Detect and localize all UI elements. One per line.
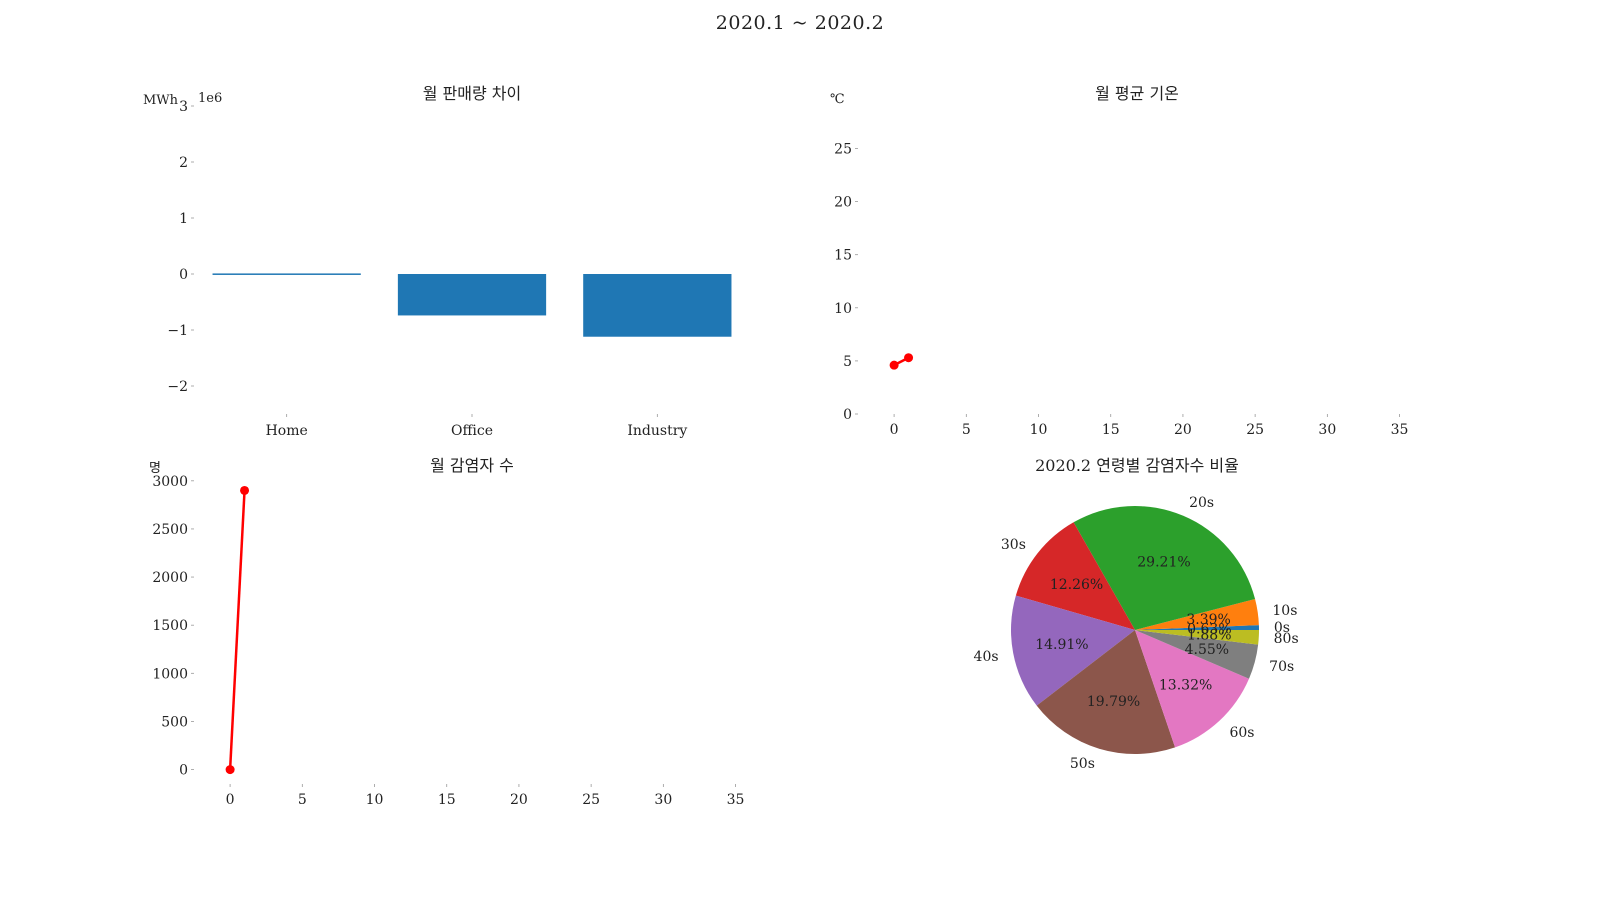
pie-slice-70s [1135,630,1259,679]
x-tick-label: 5 [962,422,971,438]
y-tick-label: 5 [843,354,852,370]
x-tick-label: 30 [1318,422,1336,438]
y-tick-label: 2500 [152,522,188,538]
pie-slice-20s [1073,505,1256,630]
y-tick-label: 10 [834,301,852,317]
y-tick-label: 2 [179,155,188,171]
pie-pct-20s: 29.21% [1137,554,1190,570]
pie-label-0s: 0s [1274,620,1290,636]
y-tick-label: 1 [179,211,188,227]
y-tick-label: 3000 [152,474,188,490]
pie-pct-50s: 19.79% [1087,694,1140,710]
pie-label-60s: 60s [1229,725,1254,741]
age-ratio-title: 2020.2 연령별 감염자수 비율 [1035,456,1239,475]
pie-label-10s: 10s [1272,603,1297,619]
temperature-data-point [889,360,899,370]
x-tick-label: 30 [654,792,672,808]
pie-slice-0s [1135,625,1259,630]
x-tick-label: 25 [1246,422,1264,438]
temperature-data-point [904,353,914,363]
y-tick-label: 2000 [152,570,188,586]
infection-title: 월 감염자 수 [430,456,514,475]
bar-office [397,274,547,316]
y-tick-label: 1000 [152,666,188,682]
y-tick-label: 0 [179,267,188,283]
x-tick-label: 35 [1391,422,1409,438]
pie-slice-10s [1135,598,1259,630]
x-tick-label: 10 [1030,422,1048,438]
pie-label-50s: 50s [1070,756,1095,772]
y-tick-label: 20 [834,195,852,211]
temperature-plot: 0 5 10 15 20 25 0 5 10 15 20 25 30 35 ℃ [830,92,1409,438]
bar-home [212,273,361,275]
pie-slice-60s [1135,630,1250,748]
pie-pct-60s: 13.32% [1159,678,1212,694]
sales-diff-title: 월 판매량 차이 [422,84,522,103]
x-tick-label: Office [451,423,493,439]
y-tick-label: −2 [167,379,188,395]
y-tick-label: 1500 [152,618,188,634]
x-tick-label: 15 [1102,422,1120,438]
temperature-y-axis-unit: ℃ [830,92,845,107]
bar-industry [583,274,732,337]
pie-label-40s: 40s [974,649,999,665]
infection-series-line [228,490,246,770]
pie-label-30s: 30s [1001,537,1026,553]
y-tick-label: 0 [179,763,188,779]
x-tick-label: 10 [366,792,384,808]
pie-label-70s: 70s [1269,659,1294,675]
pie-pct-70s: 4.55% [1185,642,1229,658]
pie-pct-40s: 14.91% [1035,637,1088,653]
x-tick-label: 15 [438,792,456,808]
sales-diff-chart: 월 판매량 차이 −2 −1 0 1 2 3 1e6 MWh Home Office Industr… [0,0,800,450]
figure-title: 2020.1 ~ 2020.2 [715,12,885,34]
y-tick-label: 500 [161,714,188,730]
x-tick-label: 35 [727,792,745,808]
x-tick-label: 25 [582,792,600,808]
pie-pct-80s: 1.88% [1187,627,1231,643]
infection-y-axis-unit: 명 [149,461,161,476]
x-tick-label: 20 [1174,422,1192,438]
pie-slice-30s [1015,522,1135,630]
pie-label-20s: 20s [1189,495,1214,511]
x-tick-label: Industry [627,423,687,439]
pie-slice-50s [1036,630,1176,754]
infection-data-point [225,765,235,775]
x-tick-label: 20 [510,792,528,808]
x-tick-label: Home [266,423,308,439]
y-tick-label: 3 [179,99,188,115]
y-tick-label: −1 [167,323,188,339]
pie-pct-0s: 0.63% [1187,622,1231,638]
y-tick-label: 25 [834,141,852,157]
x-tick-label: 5 [298,792,307,808]
y-axis-unit: MWh [143,93,179,108]
pie-slice-40s [1010,595,1135,706]
temperature-title: 월 평균 기온 [1095,84,1179,103]
pie-label-80s: 80s [1274,631,1299,647]
y-tick-label: 15 [834,248,852,264]
pie-slice-80s [1135,630,1259,645]
infection-chart: 월 감염자 수 0 500 1000 1500 2000 2500 3000 0 5 10 15 20… [149,456,745,808]
infection-plot: 0 500 1000 1500 2000 2500 3000 0 5 10 15 20 25 30 35 명 [149,461,745,808]
x-tick-label: 0 [226,792,235,808]
infection-data-point [240,485,250,495]
pie-pct-30s: 12.26% [1050,577,1103,593]
y-tick-label: 0 [843,407,852,423]
pie-pct-10s: 3.39% [1186,612,1230,628]
y-offset-label: 1e6 [198,91,222,106]
temperature-chart: 월 평균 기온 0 5 10 15 20 25 0 5 10 15 20 25 30 35 ℃ [830,84,1409,438]
sales-diff-plot: −2 −1 0 1 2 3 1e6 MWh Home Office Industry [143,91,732,439]
x-tick-label: 0 [890,422,899,438]
